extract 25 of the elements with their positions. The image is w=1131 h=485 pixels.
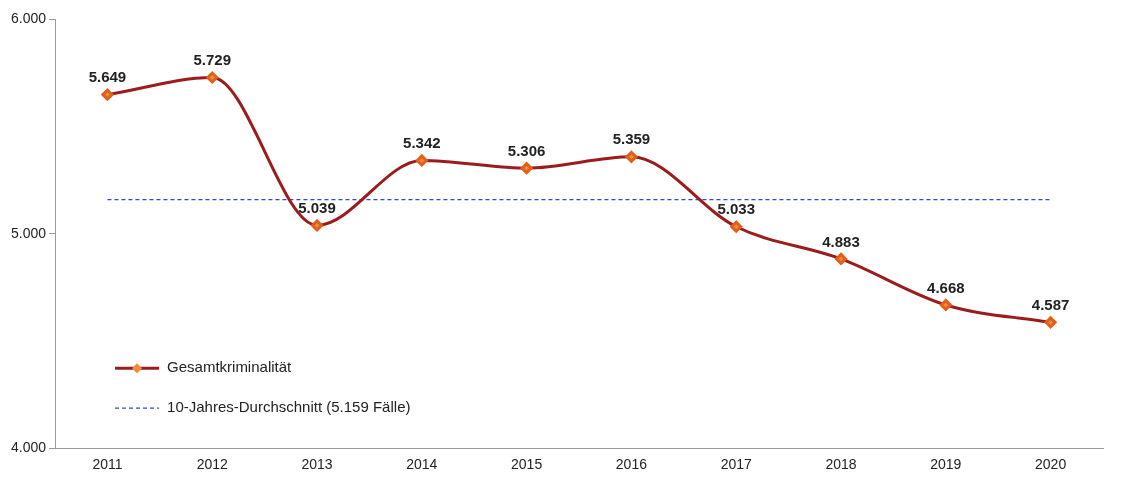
x-tick-label: 2018 <box>825 456 857 473</box>
y-tick-label: 5.000 <box>10 224 47 241</box>
x-tick-label: 2013 <box>301 456 333 473</box>
x-tick-label: 2020 <box>1035 456 1067 473</box>
data-label: 5.359 <box>612 130 651 148</box>
data-label: 5.306 <box>507 141 546 159</box>
data-label: 5.033 <box>717 200 755 218</box>
data-label: 5.649 <box>88 68 127 86</box>
x-tick-label: 2017 <box>720 456 752 473</box>
x-tick-label: 2019 <box>930 456 962 473</box>
x-tick-label: 2012 <box>196 456 229 473</box>
data-label: 4.668 <box>927 278 965 296</box>
legend-label: Gesamtkriminalität <box>167 358 293 376</box>
x-tick-label: 2014 <box>406 456 438 473</box>
y-tick-label: 4.000 <box>10 439 47 456</box>
legend-label: 10-Jahres-Durchschnitt (5.159 Fälle) <box>167 398 411 416</box>
x-tick-label: 2016 <box>615 456 648 473</box>
x-tick-label: 2011 <box>92 456 123 473</box>
data-label: 4.883 <box>822 232 860 250</box>
y-tick-label: 6.000 <box>10 10 47 27</box>
x-tick-label: 2015 <box>511 456 543 473</box>
data-label: 4.587 <box>1031 295 1070 313</box>
data-label: 5.039 <box>298 199 336 217</box>
data-label: 5.342 <box>403 134 441 152</box>
data-label: 5.729 <box>193 51 231 69</box>
